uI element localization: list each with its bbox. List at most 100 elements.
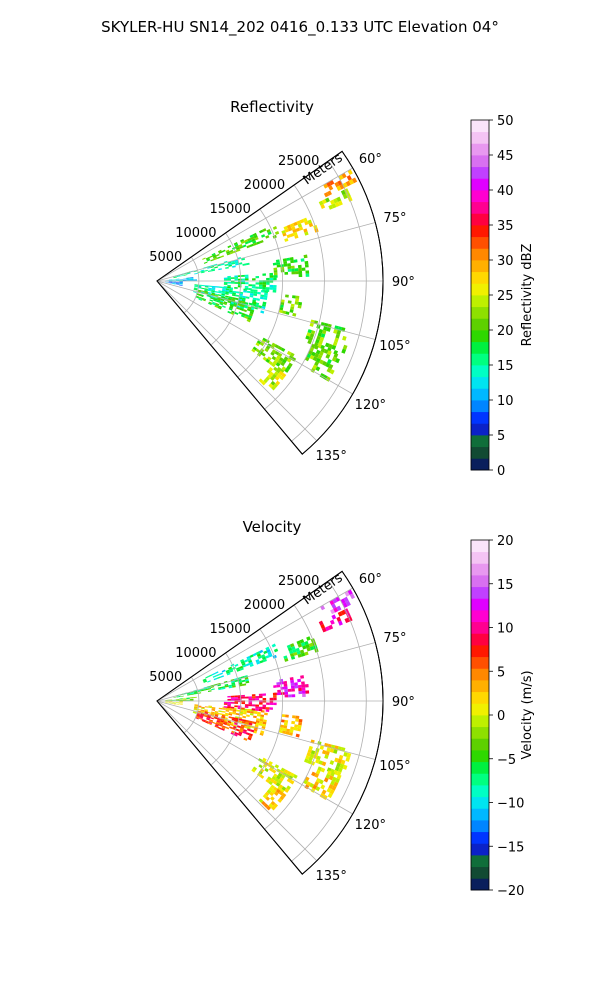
colorbar-segment bbox=[471, 832, 489, 844]
colorbar-tick-label: 30 bbox=[497, 254, 514, 269]
echo-gate bbox=[249, 698, 253, 700]
echo-gate bbox=[262, 273, 266, 275]
echo-gate bbox=[245, 288, 249, 290]
echo-gate bbox=[231, 702, 235, 704]
colorbar-tick-label: 15 bbox=[497, 578, 514, 593]
echo-gate bbox=[270, 703, 274, 705]
echo-gate bbox=[255, 707, 259, 709]
colorbar-segment bbox=[471, 388, 489, 400]
echo-gate bbox=[284, 689, 288, 692]
echo-gate bbox=[224, 279, 228, 281]
colorbar-segment bbox=[471, 587, 489, 599]
echo-gate bbox=[255, 276, 259, 278]
echo-gate bbox=[262, 289, 266, 292]
colorbar-segment bbox=[471, 237, 489, 249]
range-tick-label: 20000 bbox=[244, 178, 285, 193]
echo-gate bbox=[259, 696, 263, 698]
echo-gate bbox=[262, 693, 266, 695]
colorbar-tick-label: 15 bbox=[497, 359, 514, 374]
echo-gate bbox=[305, 270, 309, 273]
echo-gate bbox=[277, 690, 281, 693]
echo-gate bbox=[288, 689, 292, 692]
colorbar-segment bbox=[471, 727, 489, 739]
echo-gate bbox=[291, 721, 295, 724]
echo-gate bbox=[266, 707, 270, 710]
echo-gate bbox=[259, 285, 263, 287]
azimuth-tick-label: 75° bbox=[383, 211, 406, 226]
colorbar-segment bbox=[471, 202, 489, 214]
colorbar-tick-label: 35 bbox=[497, 219, 514, 234]
echo-gate bbox=[256, 698, 260, 700]
echo-gate bbox=[284, 720, 288, 723]
colorbar-segment bbox=[471, 167, 489, 179]
echo-gate bbox=[252, 286, 256, 288]
echo-gate bbox=[231, 277, 235, 279]
colorbar-segment bbox=[471, 365, 489, 377]
colorbar-segment bbox=[471, 213, 489, 225]
colorbar-segment bbox=[471, 598, 489, 610]
echo-gate bbox=[234, 702, 238, 704]
echo-gate bbox=[302, 694, 306, 697]
echo-gate bbox=[290, 677, 294, 680]
colorbar-tick-label: 0 bbox=[497, 709, 505, 724]
echo-gate bbox=[227, 702, 231, 704]
colorbar-segment bbox=[471, 563, 489, 575]
echo-gate bbox=[241, 275, 245, 277]
colorbar-segment bbox=[471, 855, 489, 867]
colorbar-tick-label: 0 bbox=[497, 464, 505, 479]
echo-gate bbox=[245, 706, 249, 708]
echo-gate bbox=[227, 277, 231, 279]
colorbar-segment bbox=[471, 750, 489, 762]
colorbar-segment bbox=[471, 820, 489, 832]
echo-gate bbox=[248, 284, 252, 286]
echo-gate bbox=[273, 285, 277, 288]
colorbar-segment bbox=[471, 330, 489, 342]
colorbar-tick-label: 50 bbox=[497, 114, 514, 129]
echo-gate bbox=[298, 302, 302, 306]
echo-gate bbox=[270, 275, 274, 278]
echo-gate bbox=[306, 274, 310, 277]
echo-gate bbox=[241, 702, 245, 704]
colorbar-segment bbox=[471, 867, 489, 879]
echo-gate bbox=[285, 695, 289, 698]
echo-gate bbox=[296, 716, 300, 719]
azimuth-tick-label: 75° bbox=[383, 631, 406, 646]
echo-gate bbox=[234, 275, 238, 277]
echo-gate bbox=[255, 287, 259, 289]
echo-gate bbox=[252, 284, 256, 286]
echo-gate bbox=[290, 260, 294, 263]
echo-gate bbox=[269, 285, 273, 288]
echo-gate bbox=[287, 266, 291, 269]
echo-gate bbox=[294, 682, 298, 685]
echo-gate bbox=[259, 282, 263, 284]
echo-gate bbox=[241, 282, 245, 284]
colorbar-segment bbox=[471, 190, 489, 202]
echo-gate bbox=[273, 698, 277, 701]
echo-gate bbox=[284, 272, 288, 275]
echo-gate bbox=[254, 289, 258, 291]
echo-gate bbox=[227, 276, 231, 278]
echo-gate bbox=[231, 282, 235, 284]
echo-gate bbox=[285, 294, 289, 297]
colorbar-segment bbox=[471, 458, 489, 470]
colorbar-segment bbox=[471, 773, 489, 785]
azimuth-tick-label: 60° bbox=[359, 572, 382, 587]
colorbar-segment bbox=[471, 260, 489, 272]
echo-gate bbox=[262, 705, 266, 707]
echo-gate bbox=[245, 275, 249, 277]
colorbar-segment bbox=[471, 680, 489, 692]
echo-gate bbox=[269, 287, 273, 290]
echo-gate bbox=[269, 707, 273, 710]
echo-gate bbox=[249, 702, 253, 704]
echo-gate bbox=[193, 279, 197, 280]
panel-title: Velocity bbox=[243, 518, 302, 536]
azimuth-tick-label: 60° bbox=[359, 152, 382, 167]
echo-gate bbox=[298, 722, 302, 726]
colorbar-tick-label: −5 bbox=[497, 753, 516, 768]
colorbar-segment bbox=[471, 668, 489, 680]
echo-gate bbox=[298, 265, 302, 268]
colorbar-tick-label: 45 bbox=[497, 149, 514, 164]
echo-gate bbox=[241, 695, 245, 697]
echo-gate bbox=[295, 268, 299, 271]
